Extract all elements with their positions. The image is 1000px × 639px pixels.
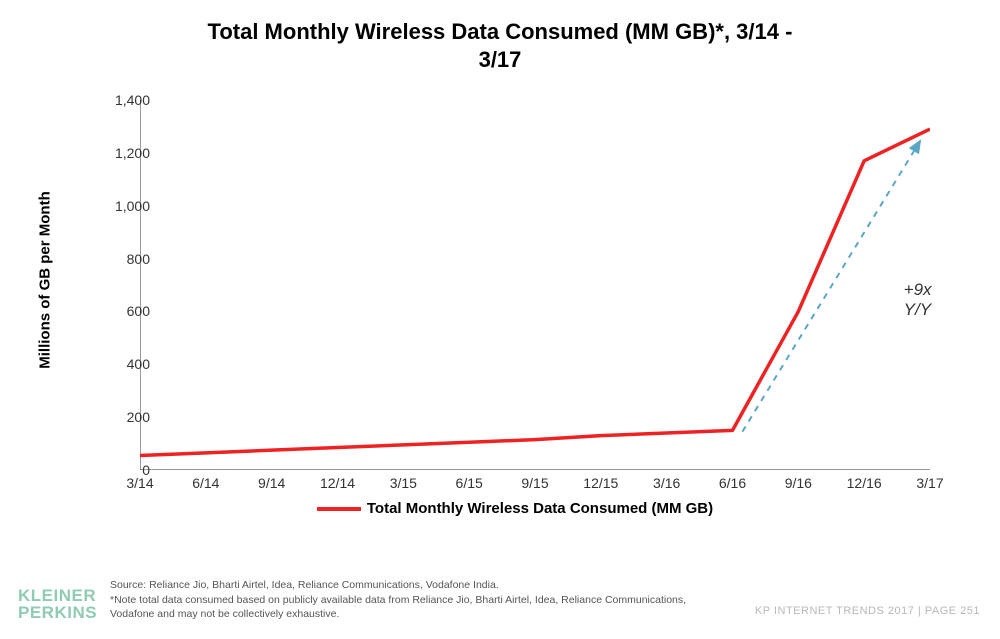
x-tick-label: 9/16 — [785, 475, 812, 491]
x-tick-label: 6/16 — [719, 475, 746, 491]
logo-line-2: PERKINS — [18, 604, 97, 621]
x-tick-label: 12/15 — [583, 475, 618, 491]
slide: Total Monthly Wireless Data Consumed (MM… — [0, 0, 1000, 639]
data-series-line — [140, 129, 930, 455]
x-tick-label: 9/14 — [258, 475, 285, 491]
annotation-label: +9x Y/Y — [904, 280, 950, 320]
x-tick-label: 3/15 — [390, 475, 417, 491]
x-tick-label: 3/14 — [126, 475, 153, 491]
page-footer-right: KP INTERNET TRENDS 2017 | PAGE 251 — [755, 605, 980, 617]
y-axis-title: Millions of GB per Month — [37, 191, 54, 368]
source-note: Source: Reliance Jio, Bharti Airtel, Ide… — [110, 578, 730, 621]
chart-title: Total Monthly Wireless Data Consumed (MM… — [0, 18, 1000, 73]
legend-label: Total Monthly Wireless Data Consumed (MM… — [367, 500, 713, 517]
x-tick-label: 12/16 — [847, 475, 882, 491]
x-tick-label: 3/17 — [916, 475, 943, 491]
x-tick-label: 3/16 — [653, 475, 680, 491]
annotation-arrow — [742, 141, 920, 432]
x-tick-label: 6/14 — [192, 475, 219, 491]
x-tick-label: 12/14 — [320, 475, 355, 491]
legend-swatch — [317, 507, 361, 511]
line-chart — [140, 100, 930, 470]
chart-area: Millions of GB per Month 02004006008001,… — [80, 90, 950, 530]
logo-line-1: KLEINER — [18, 587, 97, 604]
title-line-2: 3/17 — [479, 47, 522, 72]
source-line-2: *Note total data consumed based on publi… — [110, 594, 686, 620]
title-line-1: Total Monthly Wireless Data Consumed (MM… — [208, 19, 793, 44]
x-tick-label: 6/15 — [456, 475, 483, 491]
source-line-1: Source: Reliance Jio, Bharti Airtel, Ide… — [110, 579, 499, 591]
legend: Total Monthly Wireless Data Consumed (MM… — [80, 500, 950, 517]
brand-logo: KLEINER PERKINS — [18, 587, 97, 621]
x-tick-label: 9/15 — [521, 475, 548, 491]
